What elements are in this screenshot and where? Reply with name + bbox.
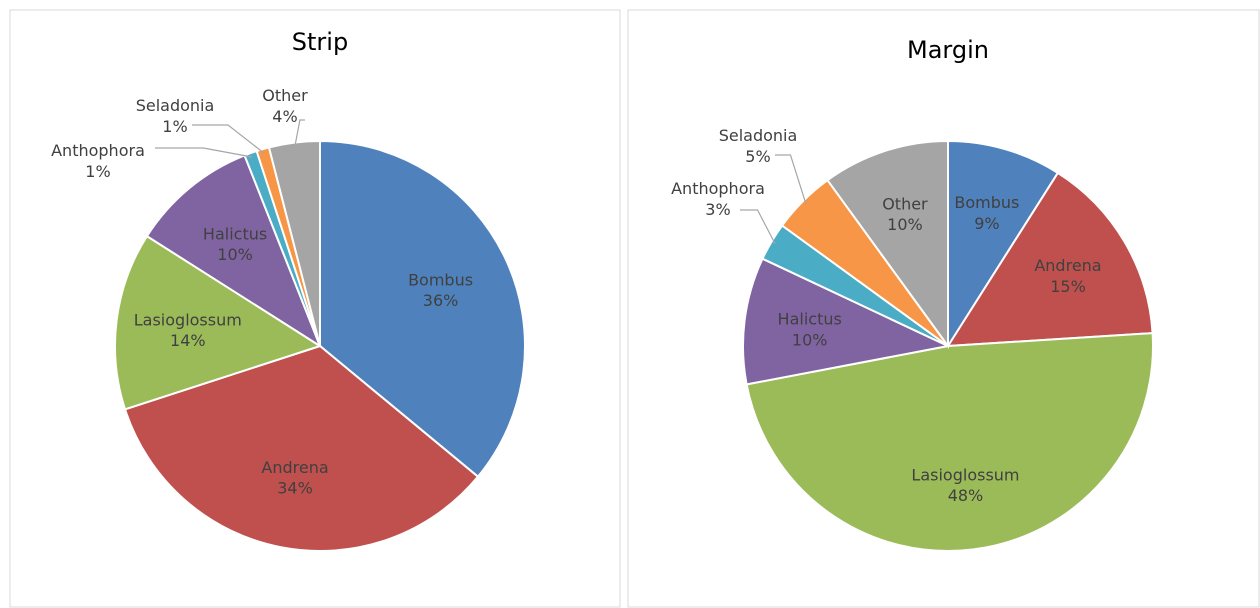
label-name: Seladonia — [136, 96, 215, 115]
data-label: Halictus 10% — [203, 224, 267, 264]
label-value: 48% — [948, 486, 984, 505]
label-name: Halictus — [778, 310, 842, 329]
label-value: 9% — [974, 214, 999, 233]
pie-slice — [145, 154, 323, 349]
data-label: Seladonia 5% — [719, 126, 798, 166]
label-value: 1% — [162, 117, 187, 136]
leader-line — [155, 147, 253, 158]
label-value: 15% — [1050, 277, 1086, 296]
label-value: 3% — [705, 200, 730, 219]
pie-slice — [123, 344, 480, 552]
chart-title: Strip — [292, 28, 348, 56]
label-value: 10% — [792, 330, 828, 349]
label-name: Seladonia — [719, 126, 798, 145]
label-name: Bombus — [954, 193, 1019, 212]
label-name: Andrena — [261, 458, 328, 477]
label-name: Andrena — [1034, 256, 1101, 275]
pie-slice — [742, 257, 952, 386]
data-label: Other 10% — [882, 194, 928, 234]
label-name: Lasioglossum — [134, 310, 242, 329]
leader-line — [775, 154, 807, 205]
leader-line — [294, 119, 305, 147]
pie-slice — [114, 234, 323, 411]
pie-slice — [946, 171, 1154, 348]
label-value: 10% — [217, 245, 253, 264]
label-value: 36% — [423, 291, 459, 310]
data-label: Halictus 10% — [778, 310, 842, 350]
pie-slice — [947, 139, 1060, 350]
label-name: Anthophora — [671, 179, 765, 198]
label-name: Halictus — [203, 224, 267, 243]
data-label: Lasioglossum 14% — [134, 310, 242, 350]
data-label: Anthophora 1% — [51, 141, 145, 181]
pie-slice — [826, 139, 949, 350]
data-label: Andrena 34% — [261, 458, 328, 498]
data-label: Bombus 9% — [954, 193, 1019, 233]
data-label: Seladonia 1% — [136, 96, 215, 136]
data-label: Bombus 36% — [408, 270, 473, 310]
label-value: 14% — [170, 331, 206, 350]
label-value: 4% — [272, 107, 297, 126]
pie-slice — [319, 139, 526, 479]
chart-title: Margin — [907, 36, 989, 64]
leader-line — [192, 124, 265, 154]
label-value: 34% — [277, 479, 313, 498]
label-value: 10% — [887, 215, 923, 234]
pie-slice — [745, 332, 1155, 553]
data-label: Lasioglossum 48% — [911, 465, 1019, 505]
label-name: Other — [882, 194, 928, 213]
label-name: Lasioglossum — [911, 465, 1019, 484]
leader-line — [740, 209, 776, 245]
data-label: Anthophora 3% — [671, 179, 765, 219]
label-value: 1% — [85, 162, 110, 181]
label-name: Anthophora — [51, 141, 145, 160]
label-value: 5% — [745, 147, 770, 166]
data-label: Andrena 15% — [1034, 256, 1101, 296]
data-label: Other 4% — [262, 86, 308, 126]
label-name: Other — [262, 86, 308, 105]
label-name: Bombus — [408, 270, 473, 289]
pie-slice — [267, 139, 321, 347]
